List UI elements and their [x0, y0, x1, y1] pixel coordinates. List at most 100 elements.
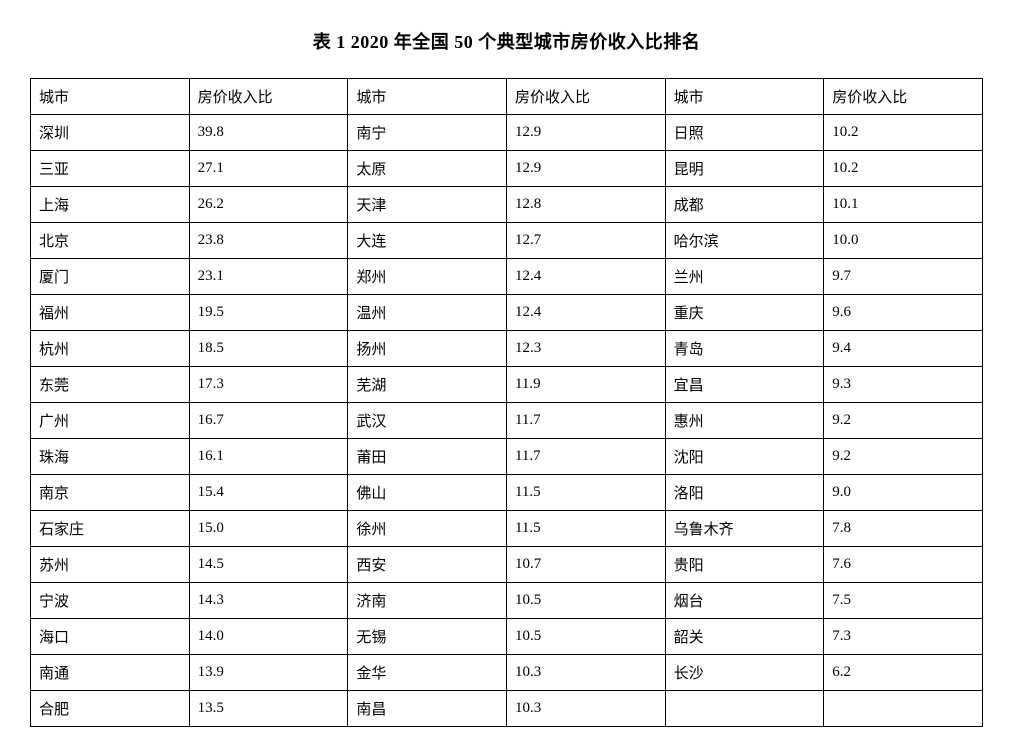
- ratio-cell: 16.7: [189, 403, 348, 439]
- ratio-cell: 7.6: [824, 547, 983, 583]
- city-cell: 广州: [31, 403, 190, 439]
- city-cell: 南通: [31, 655, 190, 691]
- ratio-cell: 10.3: [506, 691, 665, 727]
- city-cell: 徐州: [348, 511, 507, 547]
- ratio-cell: 9.7: [824, 259, 983, 295]
- city-cell: 惠州: [665, 403, 824, 439]
- city-cell: 西安: [348, 547, 507, 583]
- city-cell: 哈尔滨: [665, 223, 824, 259]
- ratio-cell: 14.5: [189, 547, 348, 583]
- ratio-cell: 10.0: [824, 223, 983, 259]
- ratio-cell: 23.1: [189, 259, 348, 295]
- ratio-cell: 14.0: [189, 619, 348, 655]
- ratio-cell: 10.2: [824, 151, 983, 187]
- ratio-cell: 10.1: [824, 187, 983, 223]
- ratio-cell: [824, 691, 983, 727]
- table-row: 东莞17.3芜湖11.9宜昌9.3: [31, 367, 983, 403]
- city-cell: 烟台: [665, 583, 824, 619]
- header-ratio: 房价收入比: [506, 79, 665, 115]
- city-cell: 福州: [31, 295, 190, 331]
- ratio-cell: 14.3: [189, 583, 348, 619]
- city-cell: 昆明: [665, 151, 824, 187]
- city-cell: 北京: [31, 223, 190, 259]
- ratio-cell: 13.5: [189, 691, 348, 727]
- ratio-cell: 15.4: [189, 475, 348, 511]
- ratio-cell: 9.4: [824, 331, 983, 367]
- city-cell: 上海: [31, 187, 190, 223]
- city-cell: 乌鲁木齐: [665, 511, 824, 547]
- table-row: 福州19.5温州12.4重庆9.6: [31, 295, 983, 331]
- ratio-cell: 9.3: [824, 367, 983, 403]
- ratio-cell: 10.7: [506, 547, 665, 583]
- city-cell: 石家庄: [31, 511, 190, 547]
- city-cell: 合肥: [31, 691, 190, 727]
- ratio-cell: 12.3: [506, 331, 665, 367]
- city-cell: 大连: [348, 223, 507, 259]
- ratio-cell: 16.1: [189, 439, 348, 475]
- ratio-cell: 11.7: [506, 439, 665, 475]
- city-cell: 韶关: [665, 619, 824, 655]
- ratio-cell: 10.5: [506, 619, 665, 655]
- city-cell: 佛山: [348, 475, 507, 511]
- city-cell: 莆田: [348, 439, 507, 475]
- ratio-cell: 19.5: [189, 295, 348, 331]
- ratio-cell: 11.9: [506, 367, 665, 403]
- ratio-cell: 9.2: [824, 403, 983, 439]
- table-row: 苏州14.5西安10.7贵阳7.6: [31, 547, 983, 583]
- ratio-cell: 17.3: [189, 367, 348, 403]
- city-cell: 成都: [665, 187, 824, 223]
- city-cell: 扬州: [348, 331, 507, 367]
- ratio-cell: 12.4: [506, 295, 665, 331]
- city-cell: 温州: [348, 295, 507, 331]
- city-cell: 洛阳: [665, 475, 824, 511]
- table-row: 广州16.7武汉11.7惠州9.2: [31, 403, 983, 439]
- city-cell: 郑州: [348, 259, 507, 295]
- city-cell: 贵阳: [665, 547, 824, 583]
- city-cell: 珠海: [31, 439, 190, 475]
- city-cell: 东莞: [31, 367, 190, 403]
- ratio-cell: 23.8: [189, 223, 348, 259]
- header-ratio: 房价收入比: [824, 79, 983, 115]
- ratio-cell: 13.9: [189, 655, 348, 691]
- ratio-cell: 6.2: [824, 655, 983, 691]
- ratio-cell: 9.6: [824, 295, 983, 331]
- city-cell: 武汉: [348, 403, 507, 439]
- ratio-cell: 12.7: [506, 223, 665, 259]
- table-row: 厦门23.1郑州12.4兰州9.7: [31, 259, 983, 295]
- ratio-cell: 15.0: [189, 511, 348, 547]
- ratio-cell: 12.9: [506, 151, 665, 187]
- city-cell: 重庆: [665, 295, 824, 331]
- table-row: 合肥13.5南昌10.3: [31, 691, 983, 727]
- ratio-cell: 10.5: [506, 583, 665, 619]
- table-row: 石家庄15.0徐州11.5乌鲁木齐7.8: [31, 511, 983, 547]
- ratio-cell: 9.2: [824, 439, 983, 475]
- ratio-cell: 12.8: [506, 187, 665, 223]
- table-row: 北京23.8大连12.7哈尔滨10.0: [31, 223, 983, 259]
- city-cell: 芜湖: [348, 367, 507, 403]
- ratio-cell: 10.3: [506, 655, 665, 691]
- city-cell: 济南: [348, 583, 507, 619]
- ratio-cell: 7.8: [824, 511, 983, 547]
- city-cell: 天津: [348, 187, 507, 223]
- ranking-table: 城市房价收入比城市房价收入比城市房价收入比深圳39.8南宁12.9日照10.2三…: [30, 78, 983, 727]
- city-cell: 金华: [348, 655, 507, 691]
- city-cell: 深圳: [31, 115, 190, 151]
- city-cell: 太原: [348, 151, 507, 187]
- table-row: 杭州18.5扬州12.3青岛9.4: [31, 331, 983, 367]
- city-cell: 日照: [665, 115, 824, 151]
- city-cell: 兰州: [665, 259, 824, 295]
- table-row: 深圳39.8南宁12.9日照10.2: [31, 115, 983, 151]
- ratio-cell: 9.0: [824, 475, 983, 511]
- ratio-cell: 26.2: [189, 187, 348, 223]
- header-city: 城市: [31, 79, 190, 115]
- header-city: 城市: [348, 79, 507, 115]
- city-cell: 南京: [31, 475, 190, 511]
- table-title: 表 1 2020 年全国 50 个典型城市房价收入比排名: [30, 28, 983, 54]
- ratio-cell: 11.5: [506, 475, 665, 511]
- city-cell: 三亚: [31, 151, 190, 187]
- table-header-row: 城市房价收入比城市房价收入比城市房价收入比: [31, 79, 983, 115]
- table-row: 上海26.2天津12.8成都10.1: [31, 187, 983, 223]
- city-cell: [665, 691, 824, 727]
- city-cell: 南昌: [348, 691, 507, 727]
- header-ratio: 房价收入比: [189, 79, 348, 115]
